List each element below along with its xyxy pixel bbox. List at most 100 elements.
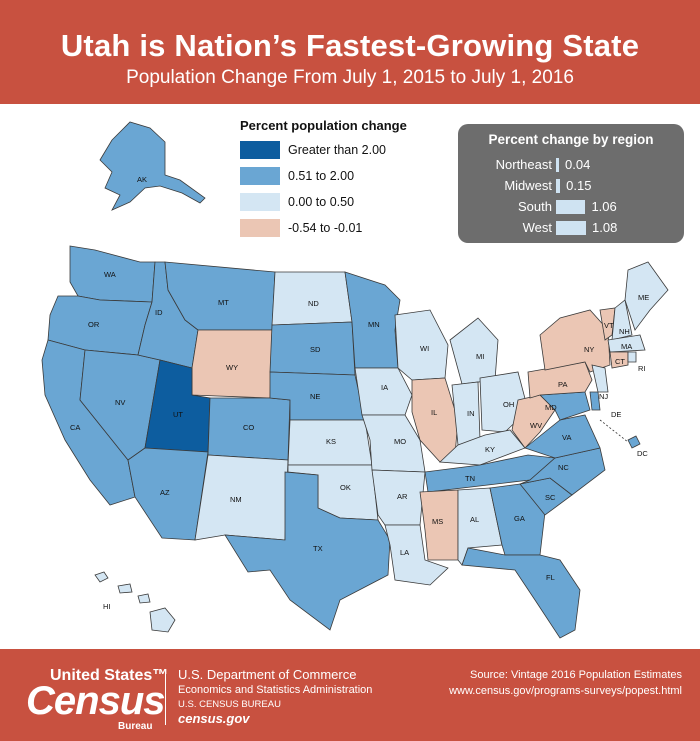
- label-NY: NY: [584, 345, 594, 354]
- label-CA: CA: [70, 423, 80, 432]
- legend-label: 0.51 to 2.00: [288, 169, 355, 183]
- state-MA: [607, 334, 646, 353]
- label-DE: DE: [611, 410, 621, 419]
- label-KS: KS: [326, 437, 336, 446]
- label-VA: VA: [562, 433, 571, 442]
- label-MA: MA: [621, 342, 632, 351]
- label-IL: IL: [431, 408, 437, 417]
- state-CT: [609, 351, 629, 369]
- header-banner: Utah is Nation’s Fastest-Growing State P…: [0, 0, 700, 104]
- state-FL: [461, 547, 581, 639]
- state-CO: [207, 397, 291, 461]
- logo-united-states: United States™: [50, 667, 169, 684]
- state-NJ: [591, 364, 609, 393]
- label-AK: AK: [137, 175, 147, 184]
- label-OH: OH: [503, 400, 514, 409]
- label-WV: WV: [530, 421, 542, 430]
- legend-swatch-low: [240, 193, 280, 211]
- label-SD: SD: [310, 345, 321, 354]
- label-KY: KY: [485, 445, 495, 454]
- legend-title: Percent population change: [240, 118, 407, 133]
- label-GA: GA: [514, 514, 525, 523]
- state-MN: [344, 271, 401, 369]
- state-NY: [539, 309, 611, 373]
- region-row: South 1.06: [458, 198, 684, 216]
- logo-bureau: Bureau: [118, 721, 153, 732]
- state-ME: [624, 261, 669, 331]
- region-row: West 1.08: [458, 219, 684, 237]
- state-HI-1: [94, 571, 109, 583]
- region-name: South: [518, 199, 552, 214]
- label-TN: TN: [465, 474, 475, 483]
- label-AZ: AZ: [160, 488, 170, 497]
- dept-name: U.S. Department of Commerce: [178, 667, 357, 682]
- label-MN: MN: [368, 320, 380, 329]
- legend-swatch-neg: [240, 219, 280, 237]
- region-value: 1.06: [591, 199, 617, 214]
- label-DC: DC: [637, 449, 648, 458]
- label-TX: TX: [313, 544, 323, 553]
- label-CT: CT: [615, 357, 625, 366]
- region-row: Midwest 0.15: [458, 177, 684, 195]
- label-NH: NH: [619, 327, 630, 336]
- region-value: 0.04: [565, 157, 591, 172]
- state-RI: [627, 351, 637, 363]
- map-legend: Percent population change Greater than 2…: [240, 118, 450, 243]
- legend-item: Greater than 2.00: [240, 139, 450, 161]
- census-gov-link[interactable]: census.gov: [178, 711, 250, 726]
- label-MS: MS: [432, 517, 443, 526]
- state-VT: [599, 307, 616, 341]
- state-DC: [627, 435, 641, 449]
- label-CO: CO: [243, 423, 254, 432]
- region-value: 0.15: [566, 178, 592, 193]
- state-TX: [224, 471, 391, 631]
- footer-banner: United States™ Census Bureau U.S. Depart…: [0, 649, 700, 741]
- label-VT: VT: [604, 321, 614, 330]
- region-box-title: Percent change by region: [488, 132, 654, 147]
- label-OK: OK: [340, 483, 351, 492]
- region-name: Northeast: [495, 157, 552, 172]
- label-NM: NM: [230, 495, 242, 504]
- state-WY: [191, 329, 273, 399]
- bureau-name: U.S. CENSUS BUREAU: [178, 699, 281, 710]
- label-MI: MI: [476, 352, 484, 361]
- state-MI: [449, 317, 499, 385]
- label-LA: LA: [400, 548, 409, 557]
- esa-name: Economics and Statistics Administration: [178, 684, 373, 696]
- logo-census: Census: [26, 679, 165, 723]
- label-ND: ND: [308, 299, 319, 308]
- state-VA: [524, 414, 601, 459]
- label-WI: WI: [420, 344, 429, 353]
- label-AL: AL: [470, 515, 479, 524]
- label-MO: MO: [394, 437, 406, 446]
- dc-callout-line: [599, 419, 629, 443]
- region-bar: [556, 179, 561, 193]
- state-DE: [589, 391, 601, 411]
- region-row: Northeast 0.04: [458, 156, 684, 174]
- legend-item: 0.51 to 2.00: [240, 165, 450, 187]
- label-NV: NV: [115, 398, 125, 407]
- label-OR: OR: [88, 320, 100, 329]
- label-FL: FL: [546, 573, 555, 582]
- label-NE: NE: [310, 392, 320, 401]
- label-WA: WA: [104, 270, 116, 279]
- legend-swatch-mid: [240, 167, 280, 185]
- state-AK: [99, 121, 206, 211]
- us-map: AK HI WA OR CA NV ID MT WY UT AZ CO NM N…: [41, 121, 669, 639]
- page-subtitle: Population Change From July 1, 2015 to J…: [126, 67, 574, 88]
- label-ME: ME: [638, 293, 649, 302]
- legend-item: -0.54 to -0.01: [240, 217, 450, 239]
- label-MD: MD: [545, 403, 557, 412]
- state-HI-4: [149, 607, 176, 633]
- label-NJ: NJ: [599, 392, 608, 401]
- label-RI: RI: [638, 364, 646, 373]
- state-MS: [419, 489, 459, 561]
- label-PA: PA: [558, 380, 567, 389]
- region-bar: [556, 221, 586, 235]
- label-AR: AR: [397, 492, 408, 501]
- source-url[interactable]: www.census.gov/programs-surveys/popest.h…: [449, 685, 682, 697]
- label-IN: IN: [467, 409, 475, 418]
- state-NH: [611, 299, 633, 341]
- region-name: Midwest: [504, 178, 552, 193]
- label-ID: ID: [155, 308, 163, 317]
